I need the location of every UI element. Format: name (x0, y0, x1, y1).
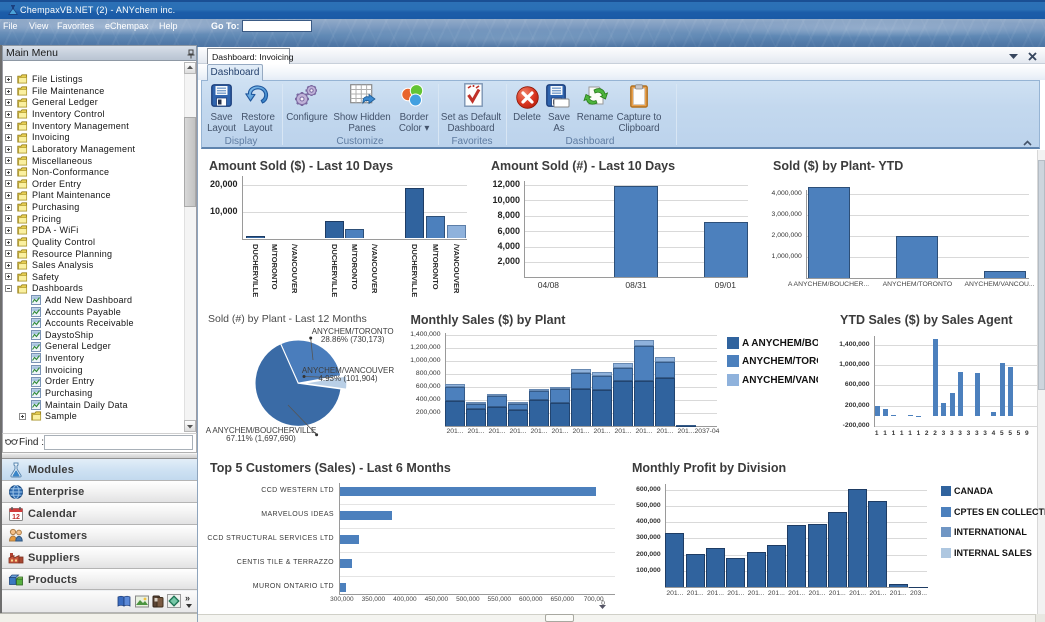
svg-text:12: 12 (12, 514, 20, 521)
